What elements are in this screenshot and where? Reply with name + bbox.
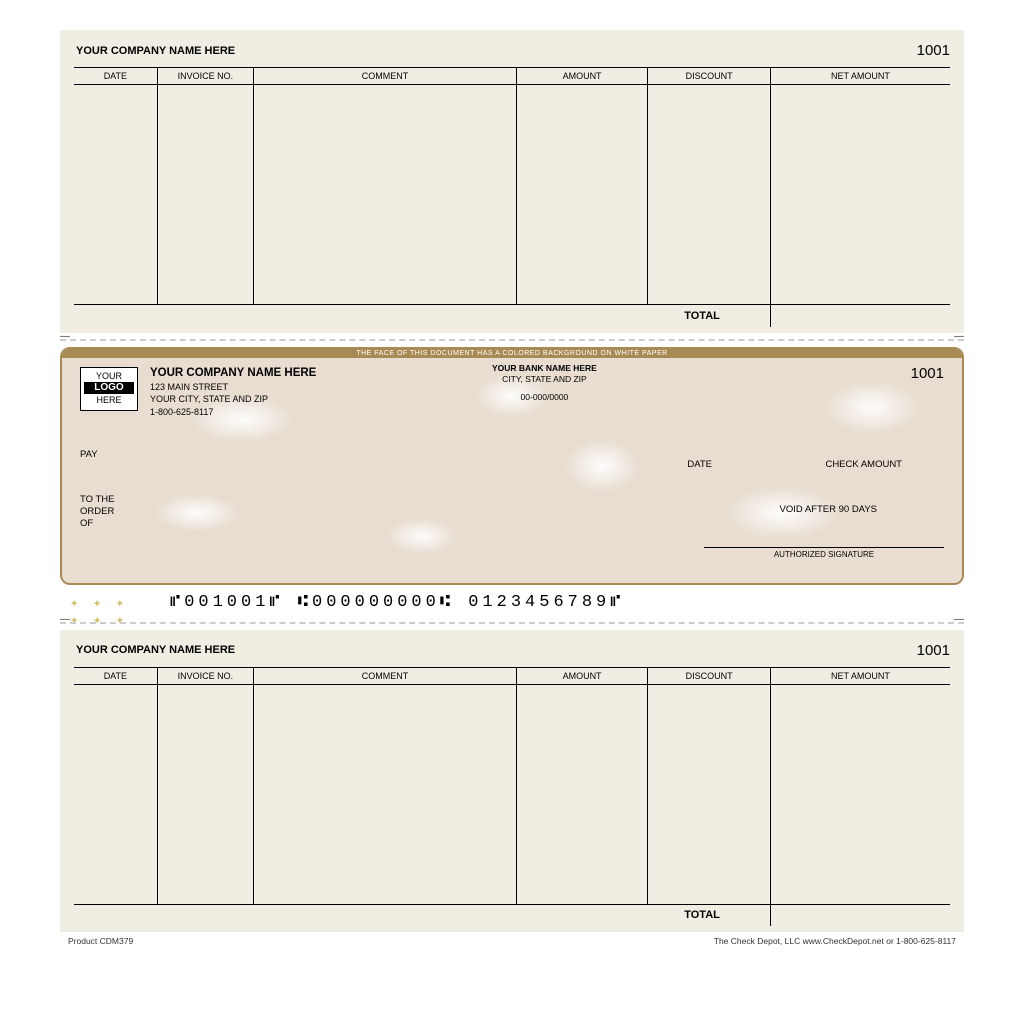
top-stub: YOUR COMPANY NAME HERE 1001 DATE INVOICE… (60, 30, 964, 333)
check-amount-label: CHECK AMOUNT (825, 459, 902, 470)
date-label: DATE (687, 459, 712, 470)
col-discount: DISCOUNT (648, 667, 771, 684)
signature-line: AUTHORIZED SIGNATURE (704, 547, 944, 559)
stub-header: YOUR COMPANY NAME HERE 1001 (74, 642, 950, 667)
bank-city: CITY, STATE AND ZIP (492, 374, 597, 386)
company-name-check: YOUR COMPANY NAME HERE (150, 365, 316, 381)
check-panel: THE FACE OF THIS DOCUMENT HAS A COLORED … (60, 347, 964, 616)
col-invoice: INVOICE NO. (157, 68, 253, 85)
col-comment: COMMENT (254, 68, 517, 85)
company-name: YOUR COMPANY NAME HERE (76, 644, 235, 656)
perforation (60, 339, 964, 341)
check-face: THE FACE OF THIS DOCUMENT HAS A COLORED … (60, 347, 964, 585)
void-label: VOID AFTER 90 DAYS (780, 504, 878, 515)
total-label: TOTAL (648, 305, 771, 327)
company-block: YOUR COMPANY NAME HERE 123 MAIN STREET Y… (150, 365, 316, 419)
security-strip: THE FACE OF THIS DOCUMENT HAS A COLORED … (62, 349, 962, 358)
logo-bottom: HERE (81, 395, 137, 406)
stub-header: YOUR COMPANY NAME HERE 1001 (74, 42, 950, 67)
col-date: DATE (74, 68, 157, 85)
bank-routing: 00-000/0000 (492, 392, 597, 404)
col-date: DATE (74, 667, 157, 684)
order-label: TO THE ORDER OF (80, 494, 115, 531)
addr2: YOUR CITY, STATE AND ZIP (150, 393, 316, 406)
col-amount: AMOUNT (516, 667, 647, 684)
page-footer: Product CDM379 The Check Depot, LLC www.… (60, 932, 964, 946)
pay-label: PAY (80, 449, 98, 460)
addr1: 123 MAIN STREET (150, 381, 316, 394)
total-label: TOTAL (648, 904, 771, 926)
micr-line: ✦ ✦ ✦✦ ✦ ✦ ⑈001001⑈ ⑆000000000⑆ 01234567… (60, 585, 964, 616)
phone: 1-800-625-8117 (150, 406, 316, 419)
col-netamount: NET AMOUNT (770, 667, 950, 684)
check-number: 1001 (917, 642, 950, 659)
bottom-stub: YOUR COMPANY NAME HERE 1001 DATE INVOICE… (60, 630, 964, 933)
col-discount: DISCOUNT (648, 68, 771, 85)
perforation (60, 622, 964, 624)
company-name: YOUR COMPANY NAME HERE (76, 45, 235, 57)
micr-text: ⑈001001⑈ ⑆000000000⑆ 0123456789⑈ (170, 593, 624, 612)
check-number: 1001 (917, 42, 950, 59)
bank-block: YOUR BANK NAME HERE CITY, STATE AND ZIP … (492, 363, 597, 405)
logo-mid: LOGO (84, 382, 134, 394)
logo-top: YOUR (81, 371, 137, 382)
col-amount: AMOUNT (516, 68, 647, 85)
bank-name: YOUR BANK NAME HERE (492, 363, 597, 375)
col-invoice: INVOICE NO. (157, 667, 253, 684)
vendor-info: The Check Depot, LLC www.CheckDepot.net … (714, 936, 956, 946)
check-number-face: 1001 (911, 365, 944, 382)
col-netamount: NET AMOUNT (770, 68, 950, 85)
logo-placeholder: YOUR LOGO HERE (80, 367, 138, 411)
col-comment: COMMENT (254, 667, 517, 684)
stub-table: DATE INVOICE NO. COMMENT AMOUNT DISCOUNT… (74, 667, 950, 927)
product-code: Product CDM379 (68, 936, 133, 946)
stub-table: DATE INVOICE NO. COMMENT AMOUNT DISCOUNT… (74, 67, 950, 327)
